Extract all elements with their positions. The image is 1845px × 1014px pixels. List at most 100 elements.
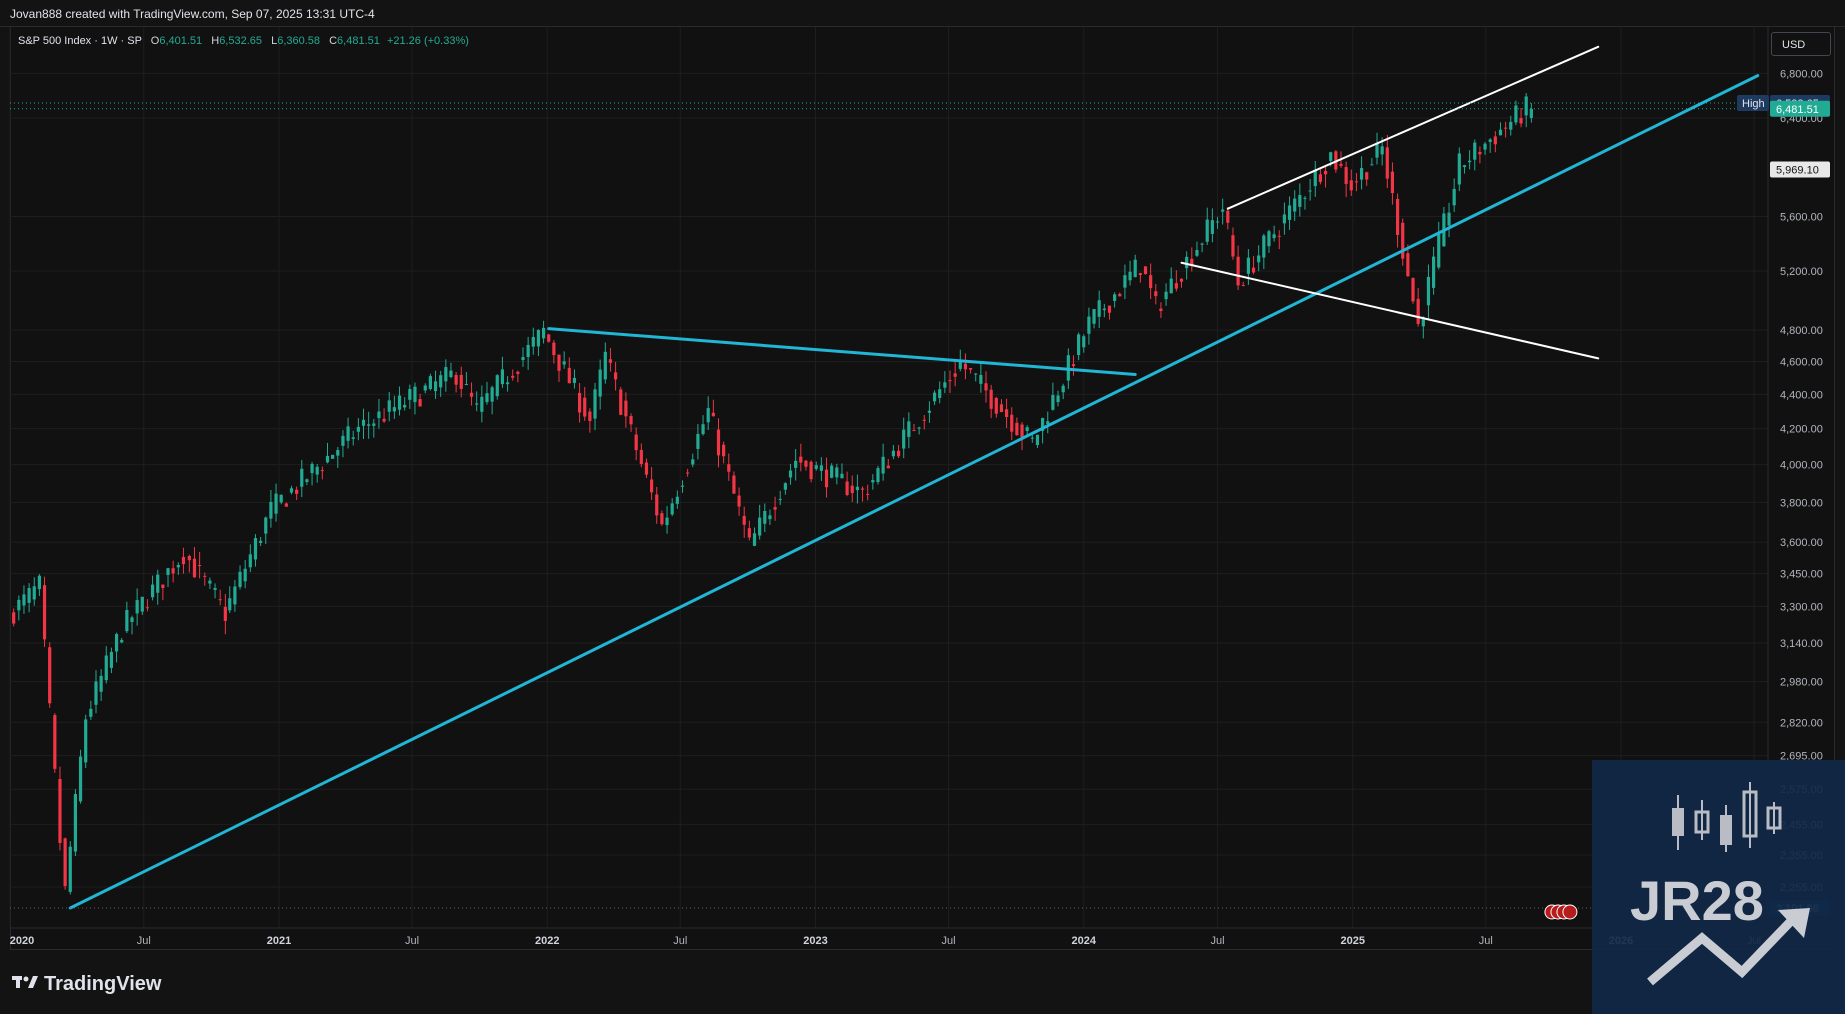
- candle-body: [1082, 336, 1086, 348]
- footer-bar: [0, 950, 1845, 1014]
- tradingview-logo[interactable]: TradingView: [12, 973, 161, 996]
- price-tick-label: 5,200.00: [1780, 266, 1823, 278]
- candle-body: [516, 371, 520, 374]
- candle-body: [835, 467, 839, 478]
- close-label: C: [329, 35, 338, 47]
- candle-body: [1236, 256, 1240, 286]
- candle-body: [1077, 334, 1081, 356]
- candle-body: [1329, 152, 1333, 161]
- candle-body: [187, 556, 191, 561]
- candle-body: [433, 381, 438, 392]
- candle-body: [819, 465, 823, 471]
- candle-body: [104, 655, 108, 681]
- candle-body: [1004, 409, 1009, 418]
- candle-body: [1221, 209, 1225, 212]
- currency-button[interactable]: USD: [1771, 32, 1831, 56]
- candle-body: [706, 408, 710, 423]
- candle-body: [1457, 153, 1461, 185]
- event-flag-icon[interactable]: [1562, 904, 1578, 920]
- candle-body: [1056, 395, 1060, 403]
- time-tick-label: 2025: [1341, 935, 1365, 947]
- candle-body: [228, 598, 232, 611]
- candle-body: [922, 419, 926, 421]
- candle-body: [763, 510, 767, 524]
- candle-body: [994, 397, 998, 414]
- candle-body: [1097, 300, 1101, 317]
- candle-body: [1416, 298, 1420, 324]
- candle-body: [444, 367, 448, 382]
- candle-body: [1215, 221, 1220, 223]
- candle-body: [1051, 394, 1055, 410]
- candle-body: [1241, 285, 1245, 287]
- candle-body: [1390, 171, 1395, 194]
- candle-body: [1411, 278, 1415, 302]
- candle-body: [1282, 214, 1287, 224]
- time-tick-label: Jul: [405, 935, 419, 947]
- marker-price-tag-bg: [1770, 161, 1830, 178]
- candle-body: [1251, 267, 1256, 273]
- time-tick-label: 2023: [803, 935, 827, 947]
- candle-body: [814, 465, 818, 469]
- candle-body: [1354, 181, 1359, 183]
- price-tick-label: 3,140.00: [1780, 638, 1823, 650]
- channel-line-3[interactable]: [1180, 261, 1600, 360]
- candle-body: [213, 588, 217, 590]
- candle-body: [53, 715, 57, 769]
- candle-body: [732, 475, 736, 494]
- candle-body: [78, 756, 83, 802]
- candle-body: [171, 568, 175, 574]
- candle-body: [223, 606, 227, 621]
- candle-body: [63, 838, 67, 887]
- candle-body: [264, 517, 268, 534]
- candle-body: [12, 612, 16, 624]
- candle-body: [408, 389, 412, 400]
- candle-body: [397, 395, 402, 410]
- candle-body: [1303, 197, 1307, 199]
- candle-body: [608, 359, 613, 363]
- change-value: +21.26 (+0.33%): [386, 35, 469, 47]
- candle-body: [562, 361, 566, 365]
- trendline-1[interactable]: [547, 327, 1137, 376]
- candle-body: [655, 494, 659, 516]
- candle-body: [1015, 422, 1019, 436]
- candle-body: [351, 437, 355, 439]
- candle-body: [403, 404, 407, 408]
- marker-price-tag: 5,969.10: [1776, 165, 1819, 177]
- candle-body: [423, 385, 427, 391]
- candle-body: [166, 568, 170, 575]
- candle-body: [1025, 427, 1029, 431]
- candle-body: [233, 586, 237, 605]
- candle-body: [156, 574, 160, 593]
- candle-body: [315, 466, 319, 475]
- candle-body: [902, 429, 906, 449]
- time-tick-label: Jul: [137, 935, 151, 947]
- candle-body: [696, 434, 700, 449]
- candle-body: [650, 479, 654, 493]
- candle-body: [670, 503, 674, 515]
- candle-body: [1257, 255, 1261, 263]
- candle-body: [73, 794, 78, 852]
- candle-body: [1488, 139, 1492, 142]
- low-value: 6,360.58: [277, 35, 321, 47]
- candle-body: [896, 450, 901, 457]
- candle-body: [1308, 190, 1312, 192]
- candle-body: [120, 640, 124, 643]
- candle-body: [876, 468, 880, 483]
- trendline-0[interactable]: [68, 74, 1760, 910]
- candle-body: [547, 334, 551, 342]
- candle-body: [336, 450, 340, 456]
- price-tick-label: 3,600.00: [1780, 537, 1823, 549]
- candle-body: [716, 429, 721, 456]
- candle-body: [1205, 219, 1209, 242]
- candle-body: [927, 410, 932, 413]
- candle-body: [1159, 308, 1163, 312]
- candle-body: [208, 580, 212, 584]
- candle-body: [850, 485, 854, 494]
- candle-body: [382, 418, 386, 422]
- candle-body: [526, 344, 530, 358]
- candle-body: [1406, 253, 1410, 277]
- candle-body: [253, 538, 258, 560]
- channel-line-2[interactable]: [1226, 45, 1600, 210]
- candle-body: [943, 382, 947, 388]
